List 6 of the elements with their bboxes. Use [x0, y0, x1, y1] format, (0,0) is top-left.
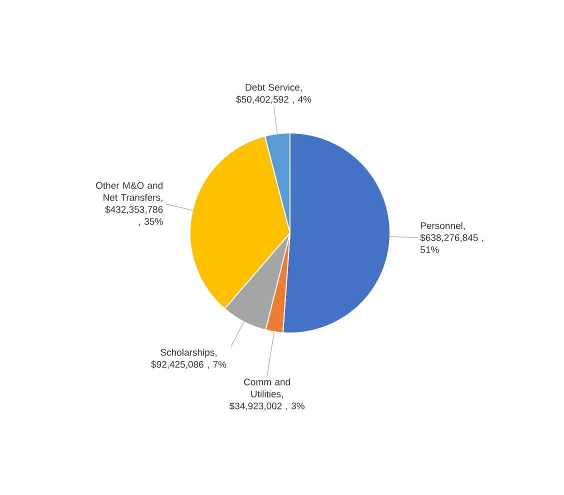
slice-label: Personnel [420, 222, 462, 230]
data-label: , $432,353,786 , 35% [105, 200, 163, 226]
data-label: , $34,923,002 , 3% [229, 396, 304, 410]
data-label: , $638,276,845 , 51% [420, 228, 484, 254]
slice-label: Debt Service [246, 84, 300, 91]
data-label: , $50,402,592 , 4% [236, 90, 312, 104]
